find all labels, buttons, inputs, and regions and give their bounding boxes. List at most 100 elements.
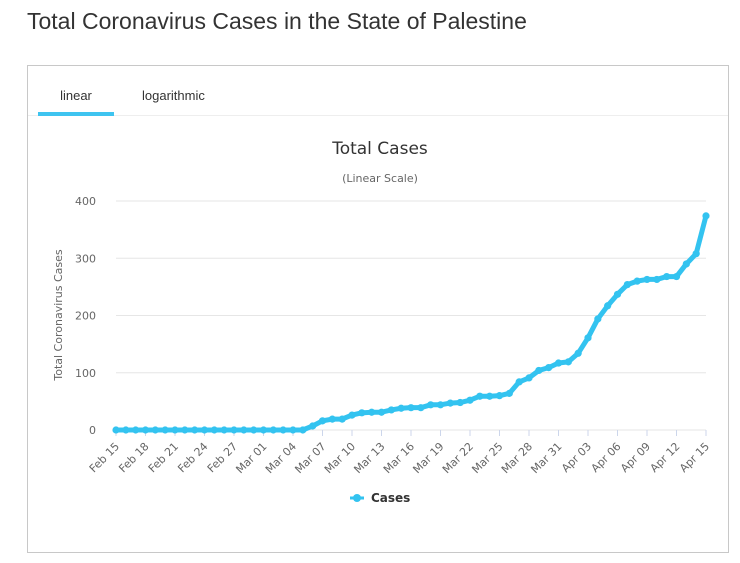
- series-cases: [112, 212, 710, 434]
- data-point[interactable]: [377, 408, 386, 416]
- x-tick-label: Mar 31: [528, 440, 564, 476]
- data-point[interactable]: [122, 426, 130, 434]
- data-point[interactable]: [495, 392, 504, 400]
- data-point[interactable]: [328, 415, 336, 423]
- tab-linear[interactable]: linear: [60, 88, 92, 103]
- data-point[interactable]: [653, 275, 661, 284]
- data-point[interactable]: [338, 415, 346, 423]
- data-point[interactable]: [486, 392, 494, 400]
- data-point[interactable]: [623, 280, 631, 289]
- x-tick-label: Feb 21: [146, 440, 181, 475]
- x-tick-label: Mar 10: [322, 440, 358, 476]
- data-point[interactable]: [564, 358, 572, 366]
- data-point[interactable]: [672, 272, 681, 281]
- data-point[interactable]: [535, 366, 543, 375]
- data-point[interactable]: [584, 334, 592, 342]
- data-point[interactable]: [289, 426, 297, 434]
- data-point[interactable]: [427, 401, 435, 409]
- chart-title: Total Cases: [331, 139, 428, 159]
- data-point[interactable]: [682, 260, 690, 268]
- x-tick-label: Mar 28: [499, 440, 535, 476]
- data-point[interactable]: [230, 426, 238, 434]
- data-point[interactable]: [702, 212, 710, 220]
- active-tab-indicator: [38, 112, 114, 116]
- data-point[interactable]: [692, 250, 700, 258]
- data-point[interactable]: [407, 404, 415, 412]
- page-title: Total Coronavirus Cases in the State of …: [27, 8, 527, 34]
- data-point[interactable]: [279, 426, 287, 434]
- data-point[interactable]: [250, 426, 258, 434]
- x-tick-label: Mar 16: [381, 440, 417, 476]
- data-point[interactable]: [417, 404, 425, 412]
- data-point[interactable]: [368, 408, 376, 416]
- chart-panel: linear logarithmic Total Cases (Linear S…: [27, 65, 729, 553]
- data-point[interactable]: [446, 399, 454, 407]
- x-tick-label: Apr 03: [559, 440, 594, 475]
- data-point[interactable]: [132, 426, 140, 434]
- series-line-cases: [113, 213, 709, 433]
- data-point[interactable]: [240, 426, 248, 434]
- data-point[interactable]: [259, 426, 268, 434]
- data-point[interactable]: [200, 426, 209, 434]
- legend[interactable]: Cases: [350, 491, 410, 505]
- data-point[interactable]: [171, 426, 179, 434]
- data-point[interactable]: [633, 277, 641, 285]
- data-point[interactable]: [309, 422, 317, 430]
- line-chart: Total Cases (Linear Scale) Total Coronav…: [52, 139, 712, 505]
- x-tick-label: Mar 01: [233, 440, 269, 476]
- legend-label-cases: Cases: [371, 491, 410, 505]
- data-point[interactable]: [643, 275, 651, 284]
- data-point[interactable]: [505, 389, 513, 397]
- y-tick-label: 400: [75, 195, 96, 208]
- chart-subtitle: (Linear Scale): [342, 172, 418, 185]
- y-axis-title: Total Coronavirus Cases: [52, 249, 65, 382]
- data-point[interactable]: [181, 426, 189, 434]
- x-tick-label: Mar 19: [410, 440, 446, 476]
- data-point[interactable]: [387, 406, 395, 414]
- x-tick-label: Feb 18: [116, 440, 151, 475]
- x-tick-label: Feb 27: [205, 440, 240, 475]
- data-point[interactable]: [299, 426, 307, 434]
- data-point[interactable]: [613, 290, 622, 298]
- tab-logarithmic[interactable]: logarithmic: [142, 88, 205, 103]
- data-point[interactable]: [594, 315, 602, 323]
- data-point[interactable]: [191, 426, 199, 434]
- data-point[interactable]: [318, 417, 327, 425]
- data-point[interactable]: [525, 374, 533, 382]
- x-tick-label: Mar 13: [351, 440, 387, 476]
- data-point[interactable]: [161, 426, 169, 434]
- data-point[interactable]: [151, 426, 159, 434]
- data-point[interactable]: [210, 426, 218, 434]
- x-tick-label: Apr 09: [618, 440, 653, 475]
- data-point[interactable]: [574, 349, 582, 357]
- data-point[interactable]: [436, 401, 445, 409]
- data-point[interactable]: [554, 359, 563, 367]
- data-point[interactable]: [663, 272, 671, 281]
- y-axis-ticks: 0 100 200 300 400: [75, 195, 96, 437]
- x-tick-label: Mar 22: [440, 440, 476, 476]
- legend-marker-swatch: [353, 494, 361, 502]
- data-point[interactable]: [466, 396, 474, 404]
- data-point[interactable]: [476, 392, 484, 400]
- data-point[interactable]: [456, 398, 464, 407]
- y-tick-label: 100: [75, 367, 96, 380]
- x-tick-label: Mar 04: [263, 440, 299, 476]
- data-point[interactable]: [358, 409, 366, 417]
- data-point[interactable]: [397, 404, 405, 412]
- scale-tab-bar: linear logarithmic: [28, 66, 728, 116]
- x-tick-label: Mar 07: [292, 440, 328, 476]
- data-point[interactable]: [269, 426, 277, 434]
- data-point[interactable]: [604, 302, 612, 310]
- data-point[interactable]: [515, 378, 523, 386]
- data-point[interactable]: [112, 426, 120, 434]
- x-tick-label: Mar 25: [469, 440, 505, 476]
- data-point[interactable]: [141, 426, 150, 434]
- x-tick-label: Feb 15: [87, 440, 122, 475]
- data-point[interactable]: [545, 364, 553, 372]
- y-tick-label: 0: [89, 424, 96, 437]
- y-tick-label: 200: [75, 310, 96, 323]
- x-tick-label: Apr 15: [677, 440, 712, 475]
- data-point[interactable]: [220, 426, 228, 434]
- data-point[interactable]: [348, 411, 356, 419]
